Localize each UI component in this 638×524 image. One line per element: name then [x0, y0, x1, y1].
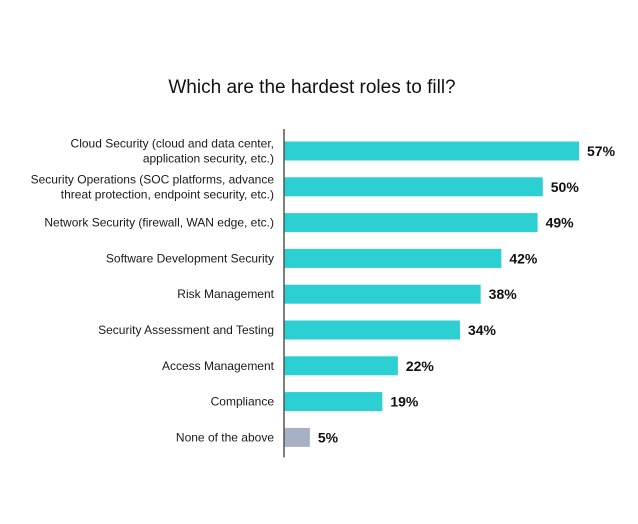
value-label-compliance: 19%: [390, 394, 419, 410]
value-label-risk-management: 38%: [489, 286, 518, 302]
bar-access-management: [284, 356, 398, 376]
category-label-line: Risk Management: [177, 287, 274, 301]
category-label-risk-management: Risk Management: [177, 287, 274, 301]
category-label-line: threat protection, endpoint security, et…: [61, 187, 274, 201]
category-label-compliance: Compliance: [211, 395, 275, 409]
category-label-software-development-security: Software Development Security: [106, 251, 274, 265]
value-label-software-development-security: 42%: [509, 250, 538, 266]
bar-none-of-the-above: [284, 427, 310, 447]
bar-security-operations-soc-platforms-advanc: [284, 177, 543, 197]
category-label-none-of-the-above: None of the above: [176, 430, 274, 444]
value-label-network-security-firewall-wan-edge-etc: 49%: [546, 215, 575, 231]
category-label-line: Cloud Security (cloud and data center,: [71, 137, 274, 151]
category-label-line: Security Assessment and Testing: [98, 323, 274, 337]
bar-compliance: [284, 392, 383, 412]
category-label-security-assessment-and-testing: Security Assessment and Testing: [98, 323, 274, 337]
category-label-access-management: Access Management: [162, 359, 275, 373]
value-label-none-of-the-above: 5%: [318, 429, 339, 445]
category-label-security-operations-soc-platforms-advanc: Security Operations (SOC platforms, adva…: [31, 172, 275, 201]
value-label-security-operations-soc-platforms-advanc: 50%: [551, 179, 580, 195]
value-label-cloud-security-cloud-and-data-center-app: 57%: [587, 143, 616, 159]
chart-title: Which are the hardest roles to fill?: [168, 77, 455, 98]
bars-layer: Cloud Security (cloud and data center, ap…: [31, 137, 616, 447]
category-label-line: Security Operations (SOC platforms, adva…: [31, 172, 275, 186]
value-label-security-assessment-and-testing: 34%: [468, 322, 497, 338]
value-label-access-management: 22%: [406, 358, 435, 374]
bar-risk-management: [284, 284, 481, 304]
category-label-line: Access Management: [162, 359, 275, 373]
category-label-line: Software Development Security: [106, 251, 274, 265]
bar-network-security-firewall-wan-edge-etc: [284, 213, 538, 233]
category-label-network-security-firewall-wan-edge-etc: Network Security (firewall, WAN edge, et…: [44, 216, 274, 230]
bar-cloud-security-cloud-and-data-center-app: [284, 141, 579, 161]
bar-software-development-security: [284, 248, 502, 268]
category-label-line: Network Security (firewall, WAN edge, et…: [44, 216, 274, 230]
category-label-line: Compliance: [211, 395, 275, 409]
category-label-line: application security, etc.): [143, 152, 274, 166]
category-label-cloud-security-cloud-and-data-center-app: Cloud Security (cloud and data center, ap…: [71, 137, 274, 166]
category-label-line: None of the above: [176, 430, 274, 444]
bar-security-assessment-and-testing: [284, 320, 460, 340]
